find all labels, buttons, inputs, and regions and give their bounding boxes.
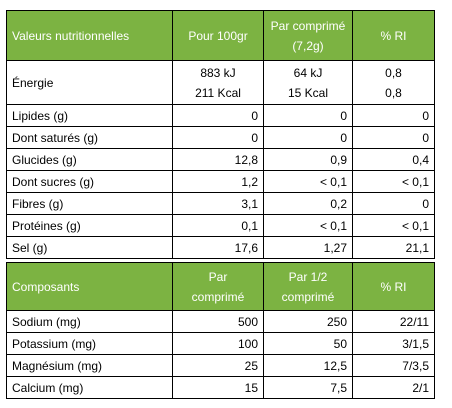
per-tablet-value: 0 <box>263 126 353 149</box>
ri-value: 7/3,5 <box>352 354 435 377</box>
ri-value: 0 <box>352 192 435 215</box>
header-per-tablet: Par comprimé (7,2g) <box>263 10 353 61</box>
nutrition-row: Dont saturés (g) 0 0 0 <box>6 126 435 149</box>
header-per-half-tablet: Par 1/2 comprimé <box>263 262 353 311</box>
nutrition-row: Fibres (g) 3,1 0,2 0 <box>6 192 435 215</box>
energy-per100: 883 kJ 211 Kcal <box>172 60 264 105</box>
energy-per-tablet-kj: 64 kJ <box>293 65 323 80</box>
header-per-half-line2: comprimé <box>281 289 335 304</box>
ri-value: < 0,1 <box>352 214 435 237</box>
nutrition-table: Valeurs nutritionnelles Pour 100gr Par c… <box>6 10 435 259</box>
per100-value: 3,1 <box>172 192 264 215</box>
energy-per100-kcal: 211 Kcal <box>195 85 241 100</box>
per100-value: 0 <box>172 126 264 149</box>
header-per-half-line1: Par 1/2 <box>288 269 328 284</box>
row-label: Magnésium (mg) <box>6 354 173 377</box>
row-label: Sodium (mg) <box>6 310 173 333</box>
per-tablet-value: 25 <box>172 354 264 377</box>
ri-value: 21,1 <box>352 236 435 259</box>
nutrition-row: Lipides (g) 0 0 0 <box>6 104 435 127</box>
nutrition-row: Glucides (g) 12,8 0,9 0,4 <box>6 148 435 171</box>
row-label: Protéines (g) <box>6 214 173 237</box>
composant-row: Sodium (mg) 500 250 22/11 <box>6 310 435 333</box>
nutrition-row: Dont sucres (g) 1,2 < 0,1 < 0,1 <box>6 170 435 193</box>
header-per-tablet-line1: Par comprimé <box>270 18 346 33</box>
energy-per100-kj: 883 kJ <box>200 65 236 80</box>
per-tablet-value: < 0,1 <box>263 214 353 237</box>
per-half-tablet-value: 7,5 <box>263 376 353 399</box>
row-label: Dont sucres (g) <box>6 170 173 193</box>
per-tablet-value: 15 <box>172 376 264 399</box>
row-label: Fibres (g) <box>6 192 173 215</box>
per-tablet-value: 500 <box>172 310 264 333</box>
per-tablet-value: < 0,1 <box>263 170 353 193</box>
energy-ri-kcal: 0,8 <box>385 85 402 100</box>
energy-ri-kj: 0,8 <box>385 65 402 80</box>
header-per-tablet-comp-line1: Par <box>208 269 228 284</box>
nutrition-row: Sel (g) 17,6 1,27 21,1 <box>6 236 435 259</box>
row-label: Glucides (g) <box>6 148 173 171</box>
composant-row: Potassium (mg) 100 50 3/1,5 <box>6 332 435 355</box>
row-label: Dont saturés (g) <box>6 126 173 149</box>
composants-header-row: Composants Par comprimé Par 1/2 comprimé… <box>6 262 435 311</box>
ri-value: 3/1,5 <box>352 332 435 355</box>
header-per-tablet-line2: (7,2g) <box>292 38 324 53</box>
per-half-tablet-value: 50 <box>263 332 353 355</box>
ri-value: 0 <box>352 104 435 127</box>
nutrition-row: Protéines (g) 0,1 < 0,1 < 0,1 <box>6 214 435 237</box>
per100-value: 0 <box>172 104 264 127</box>
per-tablet-value: 0,9 <box>263 148 353 171</box>
header-ri: % RI <box>352 10 435 61</box>
row-label: Calcium (mg) <box>6 376 173 399</box>
per-tablet-value: 0,2 <box>263 192 353 215</box>
header-per-100g: Pour 100gr <box>172 10 264 61</box>
header-per-tablet-comp: Par comprimé <box>172 262 264 311</box>
composants-table: Composants Par comprimé Par 1/2 comprimé… <box>6 262 435 399</box>
energy-label: Énergie <box>6 60 173 105</box>
per100-value: 12,8 <box>172 148 264 171</box>
nutrition-header-row: Valeurs nutritionnelles Pour 100gr Par c… <box>6 10 435 61</box>
per-tablet-value: 100 <box>172 332 264 355</box>
composant-row: Magnésium (mg) 25 12,5 7/3,5 <box>6 354 435 377</box>
ri-value: 0,4 <box>352 148 435 171</box>
energy-ri: 0,8 0,8 <box>352 60 435 105</box>
header-nutritional-values: Valeurs nutritionnelles <box>6 10 173 61</box>
ri-value: 22/11 <box>352 310 435 333</box>
per100-value: 1,2 <box>172 170 264 193</box>
row-label: Lipides (g) <box>6 104 173 127</box>
per100-value: 17,6 <box>172 236 264 259</box>
energy-row: Énergie 883 kJ 211 Kcal 64 kJ 15 Kcal 0,… <box>6 60 435 105</box>
row-label: Potassium (mg) <box>6 332 173 355</box>
per100-value: 0,1 <box>172 214 264 237</box>
ri-value: 0 <box>352 126 435 149</box>
ri-value: 2/1 <box>352 376 435 399</box>
row-label: Sel (g) <box>6 236 173 259</box>
ri-value: < 0,1 <box>352 170 435 193</box>
header-composants: Composants <box>6 262 173 311</box>
header-ri-comp: % RI <box>352 262 435 311</box>
per-tablet-value: 1,27 <box>263 236 353 259</box>
header-per-tablet-comp-line2: comprimé <box>191 289 245 304</box>
composant-row: Calcium (mg) 15 7,5 2/1 <box>6 376 435 399</box>
per-half-tablet-value: 12,5 <box>263 354 353 377</box>
per-half-tablet-value: 250 <box>263 310 353 333</box>
per-tablet-value: 0 <box>263 104 353 127</box>
energy-per-tablet-kcal: 15 Kcal <box>287 85 329 100</box>
energy-per-tablet: 64 kJ 15 Kcal <box>263 60 353 105</box>
